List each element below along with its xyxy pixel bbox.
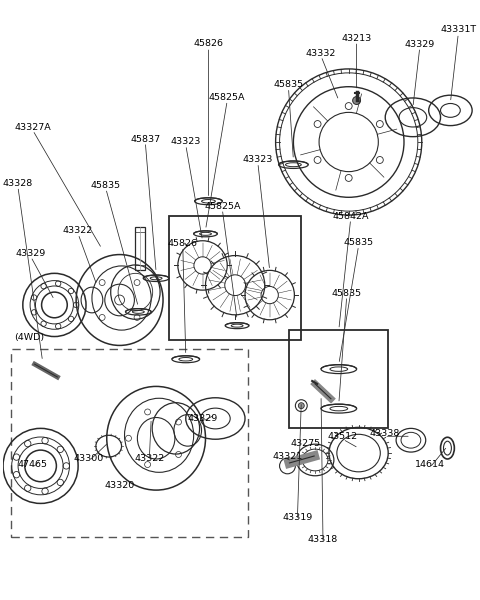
Text: 43275: 43275 [290,439,320,448]
Text: 45825A: 45825A [204,202,240,211]
Text: 45835: 45835 [332,289,362,298]
Text: 45835: 45835 [344,238,373,247]
Text: 14614: 14614 [415,460,444,469]
Text: 43322: 43322 [134,454,164,463]
Text: 43327A: 43327A [14,122,51,131]
Text: 43512: 43512 [328,432,358,441]
Text: 43329: 43329 [187,414,217,423]
Text: 43329: 43329 [15,249,46,258]
Text: 43323: 43323 [243,155,273,164]
Circle shape [353,97,360,104]
Text: 43318: 43318 [308,535,338,544]
Text: 45835: 45835 [274,80,303,89]
Text: 43338: 43338 [369,429,399,438]
Bar [135,227,145,271]
Text: 43320: 43320 [105,481,135,490]
Text: 43213: 43213 [341,34,372,43]
Text: 43331T: 43331T [440,25,476,34]
Text: 43319: 43319 [282,513,312,522]
Text: 43323: 43323 [170,137,201,146]
Text: 43328: 43328 [3,179,33,188]
Text: 43332: 43332 [306,49,336,58]
Circle shape [299,403,304,409]
Text: 43300: 43300 [74,454,104,463]
Text: 47465: 47465 [18,460,48,469]
Text: 43329: 43329 [405,40,435,49]
Text: 43321: 43321 [272,452,302,461]
Text: 45825A: 45825A [209,93,245,102]
Text: 43322: 43322 [63,226,93,235]
Text: 45837: 45837 [130,134,160,143]
Bar [169,216,301,340]
Text: 45826: 45826 [168,239,198,248]
Bar [11,349,248,537]
Text: 45826: 45826 [193,39,224,48]
Bar [289,329,388,428]
Text: 45835: 45835 [91,181,121,190]
Text: (4WD): (4WD) [14,333,44,342]
Text: 45842A: 45842A [333,212,369,221]
